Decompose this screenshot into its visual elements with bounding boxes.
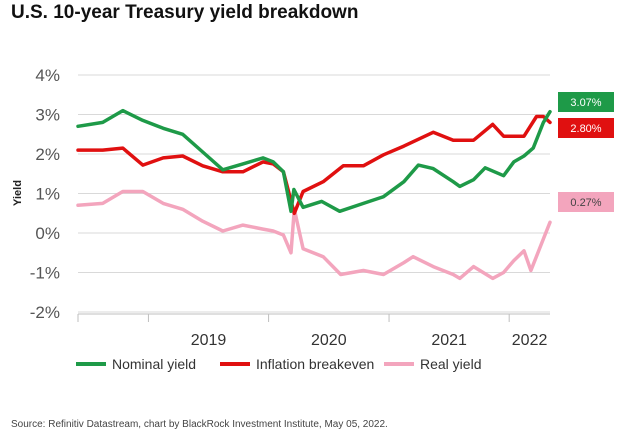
y-tick-label: 0% <box>35 224 60 243</box>
x-tick-label: 2021 <box>431 332 467 349</box>
y-axis-label: Yield <box>12 180 24 206</box>
end-label-box <box>558 92 614 112</box>
x-tick-label: 2022 <box>512 332 548 349</box>
y-tick-label: 2% <box>35 145 60 164</box>
end-label-value: 0.27% <box>570 197 601 209</box>
x-tick-label: 2019 <box>191 332 227 349</box>
end-label-value: 2.80% <box>570 123 601 135</box>
end-value-labels: 3.07% 2.80% 0.27% <box>558 92 614 212</box>
y-tick-label: 3% <box>35 106 60 125</box>
y-axis-ticks: -2% -1% 0% 1% 2% 3% 4% <box>30 66 60 322</box>
end-label-box <box>558 192 614 212</box>
series-line-inflation-breakeven <box>76 114 552 216</box>
legend-label: Real yield <box>420 356 481 372</box>
legend-label: Inflation breakeven <box>256 356 374 372</box>
y-tick-label: 4% <box>35 66 60 85</box>
end-label-box <box>558 118 614 138</box>
series-line-nominal-yield <box>76 108 552 214</box>
source-note: Source: Refinitiv Datastream, chart by B… <box>11 419 388 430</box>
x-axis-ticks: 2019 2020 2021 2022 <box>77 313 550 349</box>
y-tick-label: -2% <box>30 303 60 322</box>
gridlines <box>78 74 550 313</box>
y-tick-label: 1% <box>35 185 60 204</box>
chart-title: U.S. 10-year Treasury yield breakdown <box>11 2 359 23</box>
series-lines <box>76 108 552 281</box>
series-line-real-yield <box>76 189 552 281</box>
y-tick-label: -1% <box>30 264 60 283</box>
end-label-value: 3.07% <box>570 97 601 109</box>
legend-label: Nominal yield <box>112 356 196 372</box>
legend: Nominal yield Inflation breakeven Real yie… <box>76 356 481 372</box>
x-tick-label: 2020 <box>311 332 347 349</box>
